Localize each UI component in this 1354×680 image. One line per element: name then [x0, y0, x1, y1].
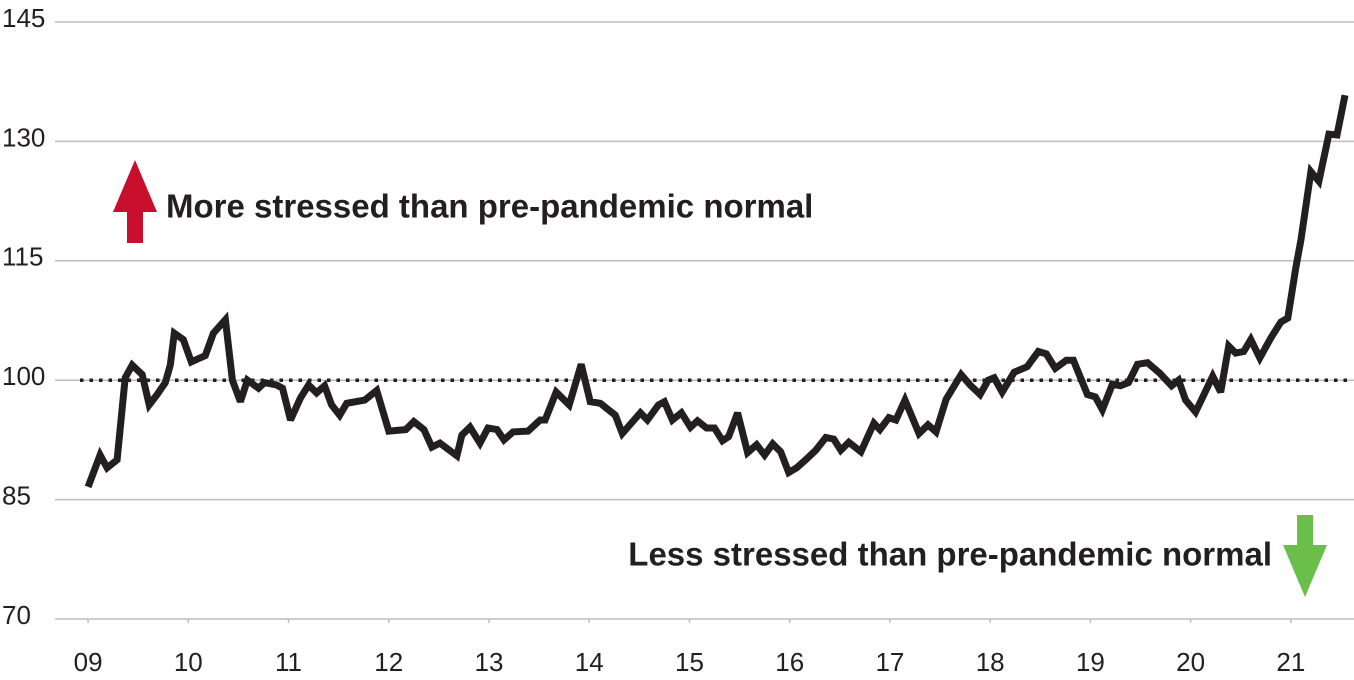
arrow-up — [113, 160, 157, 243]
x-tick-label: 16 — [775, 647, 804, 677]
y-tick-label: 85 — [2, 480, 31, 510]
x-tick-label: 10 — [174, 647, 203, 677]
y-tick-label: 130 — [2, 122, 45, 152]
y-tick-label: 115 — [2, 242, 43, 272]
x-tick-label: 13 — [475, 647, 504, 677]
x-tick-label: 21 — [1276, 647, 1305, 677]
annotation-more: More stressed than pre-pandemic normal — [166, 188, 813, 225]
x-tick-label: 18 — [976, 647, 1005, 677]
x-tick-label: 12 — [374, 647, 403, 677]
x-tick-label: 19 — [1076, 647, 1105, 677]
x-tick-label: 17 — [875, 647, 904, 677]
annotation-less: Less stressed than pre-pandemic normal — [628, 536, 1272, 573]
x-tick-label: 11 — [275, 647, 302, 677]
x-tick-label: 15 — [675, 647, 704, 677]
y-tick-label: 70 — [2, 600, 31, 630]
x-tick-label: 09 — [74, 647, 103, 677]
x-tick-label: 14 — [575, 647, 604, 677]
y-tick-label: 100 — [2, 361, 45, 391]
arrow-down — [1283, 515, 1327, 597]
data-line — [84, 94, 1349, 489]
y-tick-label: 145 — [2, 3, 45, 33]
x-tick-label: 20 — [1176, 647, 1205, 677]
